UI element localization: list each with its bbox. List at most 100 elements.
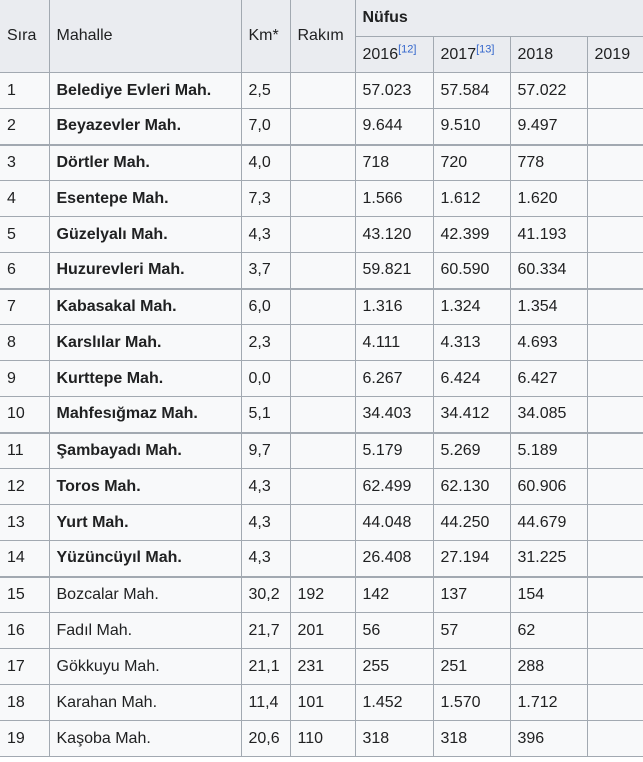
population-2017: 4.313 xyxy=(432,324,511,361)
altitude xyxy=(289,360,356,397)
population-2018: 62 xyxy=(509,612,588,649)
neighborhood-name: Güzelyalı Mah. xyxy=(48,216,242,253)
table-row: 7 Kabasakal Mah. 6,0 1.316 1.324 1.354 xyxy=(0,287,643,325)
population-2018: 34.085 xyxy=(509,396,588,433)
population-2016: 318 xyxy=(354,720,434,757)
population-2019 xyxy=(586,143,643,181)
population-2018: 288 xyxy=(509,648,588,685)
header-year-2019[interactable]: 2019 xyxy=(586,36,643,73)
population-2016: 718 xyxy=(354,143,434,181)
population-2019 xyxy=(586,287,643,325)
distance-km: 5,1 xyxy=(240,396,291,433)
header-mahalle[interactable]: Mahalle xyxy=(48,0,242,73)
population-2017: 137 xyxy=(432,575,511,613)
population-2017: 1.570 xyxy=(432,684,511,721)
table-row: 10 Mahfesığmaz Mah. 5,1 34.403 34.412 34.085 xyxy=(0,396,643,433)
population-2019 xyxy=(586,648,643,685)
neighborhood-name: Dörtler Mah. xyxy=(48,143,242,181)
table-row: 4 Esentepe Mah. 7,3 1.566 1.612 1.620 xyxy=(0,180,643,217)
altitude: 192 xyxy=(289,575,356,613)
neighborhood-name: Kaşoba Mah. xyxy=(48,720,242,757)
distance-km: 0,0 xyxy=(240,360,291,397)
header-year-2018[interactable]: 2018 xyxy=(509,36,588,73)
year-label: 2019 xyxy=(594,45,631,63)
table-row: 14 Yüzüncüyıl Mah. 4,3 26.408 27.194 31.225 xyxy=(0,540,643,577)
distance-km: 4,3 xyxy=(240,216,291,253)
distance-km: 4,3 xyxy=(240,540,291,577)
row-number: 4 xyxy=(0,180,50,217)
neighborhood-name: Belediye Evleri Mah. xyxy=(48,72,242,109)
population-2019 xyxy=(586,720,643,757)
population-2017: 9.510 xyxy=(432,108,511,145)
neighborhood-name: Huzurevleri Mah. xyxy=(48,252,242,289)
neighborhood-name: Yüzüncüyıl Mah. xyxy=(48,540,242,577)
row-number: 8 xyxy=(0,324,50,361)
row-number: 13 xyxy=(0,504,50,541)
population-2019 xyxy=(586,540,643,577)
neighborhood-name: Kurttepe Mah. xyxy=(48,360,242,397)
row-number: 5 xyxy=(0,216,50,253)
altitude: 110 xyxy=(289,720,356,757)
table-row: 18 Karahan Mah. 11,4 101 1.452 1.570 1.712 xyxy=(0,684,643,721)
population-2017: 1.324 xyxy=(432,287,511,325)
header-sira[interactable]: Sıra xyxy=(0,0,50,73)
population-2017: 42.399 xyxy=(432,216,511,253)
table-row: 17 Gökkuyu Mah. 21,1 231 255 251 288 xyxy=(0,648,643,685)
population-2019 xyxy=(586,180,643,217)
distance-km: 4,0 xyxy=(240,143,291,181)
header-year-2017[interactable]: 2017[13] xyxy=(432,36,511,73)
population-2019 xyxy=(586,396,643,433)
neighborhood-name: Şambayadı Mah. xyxy=(48,431,242,469)
reference-link[interactable]: [12] xyxy=(398,43,417,56)
neighborhood-name: Beyazevler Mah. xyxy=(48,108,242,145)
population-2017: 5.269 xyxy=(432,431,511,469)
altitude xyxy=(289,504,356,541)
table-row: 5 Güzelyalı Mah. 4,3 43.120 42.399 41.193 xyxy=(0,216,643,253)
row-number: 11 xyxy=(0,431,50,469)
population-2016: 34.403 xyxy=(354,396,434,433)
neighborhood-name: Karahan Mah. xyxy=(48,684,242,721)
row-number: 2 xyxy=(0,108,50,145)
distance-km: 2,5 xyxy=(240,72,291,109)
population-2016: 59.821 xyxy=(354,252,434,289)
header-km[interactable]: Km* xyxy=(240,0,291,73)
population-2018: 1.620 xyxy=(509,180,588,217)
table-row: 11 Şambayadı Mah. 9,7 5.179 5.269 5.189 xyxy=(0,431,643,469)
table-row: 1 Belediye Evleri Mah. 2,5 57.023 57.584 57.0… xyxy=(0,72,643,109)
header-year-2016[interactable]: 2016[12] xyxy=(355,36,434,73)
population-2017: 60.590 xyxy=(432,252,511,289)
population-2017: 251 xyxy=(432,648,511,685)
population-2019 xyxy=(586,468,643,505)
population-2018: 31.225 xyxy=(509,540,588,577)
population-2016: 56 xyxy=(354,612,434,649)
row-number: 1 xyxy=(0,72,50,109)
distance-km: 7,0 xyxy=(240,108,291,145)
altitude xyxy=(289,431,356,469)
population-2016: 142 xyxy=(354,575,434,613)
distance-km: 20,6 xyxy=(240,720,291,757)
population-2017: 62.130 xyxy=(432,468,511,505)
population-2017: 6.424 xyxy=(432,360,511,397)
reference-link[interactable]: [13] xyxy=(476,43,495,56)
table-row: 6 Huzurevleri Mah. 3,7 59.821 60.590 60.334 xyxy=(0,252,643,289)
population-2018: 396 xyxy=(509,720,588,757)
neighborhood-name: Mahfesığmaz Mah. xyxy=(48,396,242,433)
population-2017: 27.194 xyxy=(432,540,511,577)
population-2018: 9.497 xyxy=(509,108,588,145)
population-2016: 62.499 xyxy=(354,468,434,505)
neighborhood-name: Fadıl Mah. xyxy=(48,612,242,649)
altitude xyxy=(289,324,356,361)
table-row: 2 Beyazevler Mah. 7,0 9.644 9.510 9.497 xyxy=(0,108,643,145)
population-2019 xyxy=(586,684,643,721)
table-row: 16 Fadıl Mah. 21,7 201 56 57 62 xyxy=(0,612,643,649)
population-2019 xyxy=(586,612,643,649)
population-2018: 1.712 xyxy=(509,684,588,721)
distance-km: 3,7 xyxy=(240,252,291,289)
row-number: 7 xyxy=(0,287,50,325)
population-2016: 9.644 xyxy=(354,108,434,145)
population-2016: 1.452 xyxy=(354,684,434,721)
distance-km: 6,0 xyxy=(240,287,291,325)
header-rakim[interactable]: Rakım xyxy=(289,0,356,73)
distance-km: 9,7 xyxy=(240,431,291,469)
